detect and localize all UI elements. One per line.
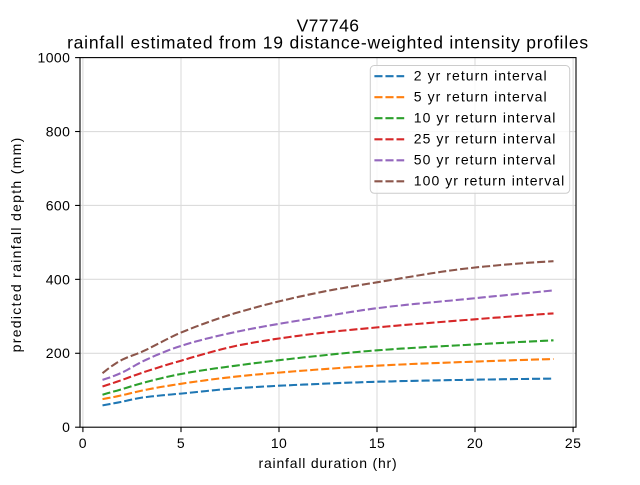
svg-text:10 yr return interval: 10 yr return interval	[414, 110, 557, 126]
svg-text:200: 200	[46, 345, 71, 361]
svg-text:1000: 1000	[38, 50, 71, 66]
svg-text:15: 15	[369, 435, 385, 451]
svg-text:100 yr return interval: 100 yr return interval	[414, 173, 566, 189]
svg-text:800: 800	[46, 123, 71, 139]
svg-text:0: 0	[62, 419, 70, 435]
svg-text:10: 10	[271, 435, 287, 451]
svg-text:rainfall duration (hr): rainfall duration (hr)	[259, 455, 398, 471]
svg-text:600: 600	[46, 197, 71, 213]
svg-text:predicted rainfall depth (mm): predicted rainfall depth (mm)	[8, 136, 24, 352]
svg-text:400: 400	[46, 271, 71, 287]
svg-text:5 yr return interval: 5 yr return interval	[414, 89, 548, 105]
svg-text:0: 0	[79, 435, 87, 451]
svg-text:5: 5	[177, 435, 185, 451]
svg-text:rainfall estimated from 19 dis: rainfall estimated from 19 distance-weig…	[67, 32, 589, 52]
svg-text:25: 25	[565, 435, 581, 451]
svg-text:50 yr return interval: 50 yr return interval	[414, 152, 557, 168]
svg-text:2 yr return interval: 2 yr return interval	[414, 68, 548, 84]
svg-text:V77746: V77746	[297, 16, 360, 36]
svg-text:20: 20	[467, 435, 483, 451]
svg-text:25 yr return interval: 25 yr return interval	[414, 131, 557, 147]
